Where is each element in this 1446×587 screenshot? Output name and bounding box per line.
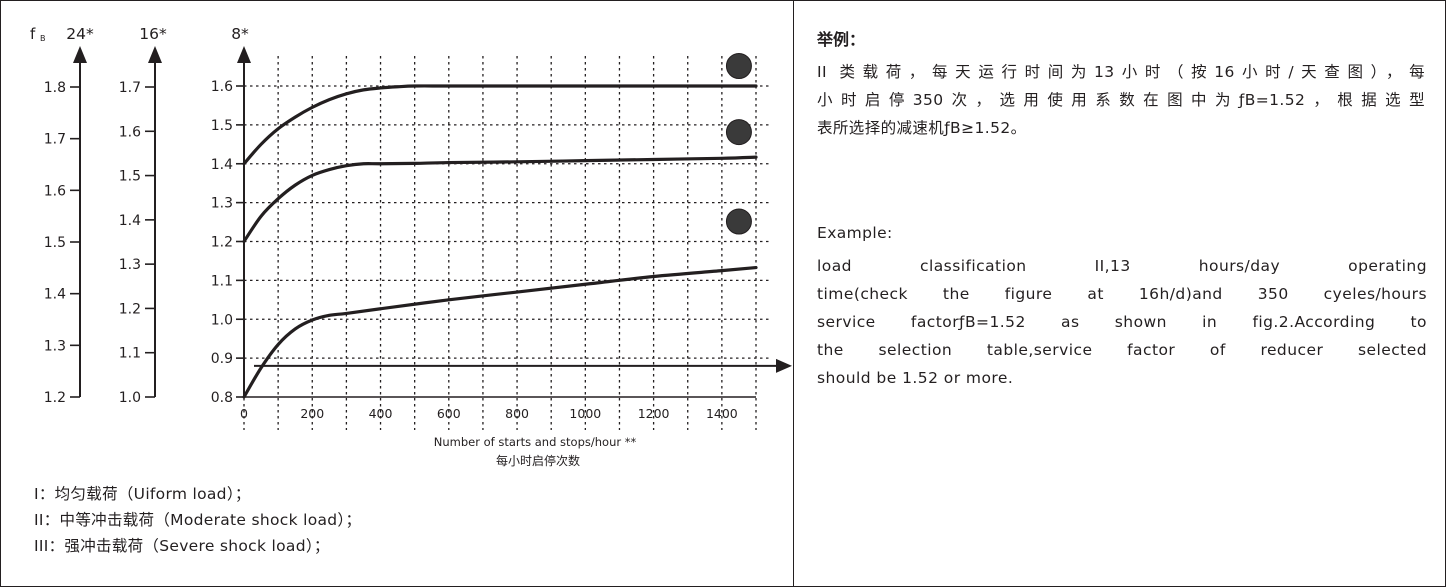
y-tick-label: 1.3 bbox=[119, 257, 141, 273]
y-tick-label: 1.4 bbox=[44, 287, 66, 303]
y-tick-label: 1.5 bbox=[211, 118, 233, 134]
service-factor-chart: f B 24* 1.2 1.3 1.4 1.5 1.6 1.7 1.8 16* 1.0 1.1 1.2 1.… bbox=[30, 25, 792, 468]
y-tick-label: 1.6 bbox=[211, 79, 233, 95]
reference-arrow-icon bbox=[776, 358, 792, 373]
y-axis-symbol-subscript: B bbox=[40, 34, 46, 43]
x-tick-label: 200 bbox=[300, 406, 324, 421]
x-axis-label-cn: 每小时启停次数 bbox=[496, 453, 580, 468]
panel-divider bbox=[793, 0, 794, 587]
load-legend: I：均匀载荷（Uiform load）； II：中等冲击载荷（Moderate … bbox=[34, 481, 361, 559]
y-tick-label: 1.3 bbox=[211, 196, 233, 212]
axis-header: 24* bbox=[66, 25, 94, 43]
series-line bbox=[242, 265, 758, 399]
example-en-text: load classification II,13 hours/day oper… bbox=[817, 252, 1427, 392]
x-tick-label: 800 bbox=[505, 406, 529, 421]
load-class-marker-icon bbox=[725, 119, 752, 146]
legend-item-uniform: I：均匀载荷（Uiform load）； bbox=[34, 485, 251, 503]
x-tick-label: 0 bbox=[240, 406, 248, 421]
y-tick-label: 0.8 bbox=[211, 390, 233, 406]
y-axis-symbol: f bbox=[30, 25, 36, 43]
y-tick-label: 1.6 bbox=[44, 183, 66, 199]
series-line bbox=[242, 84, 758, 166]
example-cn-text: II 类载荷，每天运行时间为13小时（按16小时/天查图），每 小时启停350次… bbox=[817, 58, 1425, 142]
axis-header: 16* bbox=[139, 25, 167, 43]
y-tick-label: 1.7 bbox=[119, 80, 141, 96]
markers bbox=[725, 53, 752, 235]
y-tick-label: 1.0 bbox=[211, 312, 233, 328]
axis-arrow-icon bbox=[237, 46, 251, 63]
x-tick-label: 1400 bbox=[706, 406, 738, 421]
example-en-line: should be 1.52 or more. bbox=[817, 369, 1014, 387]
y-tick-label: 1.8 bbox=[44, 80, 66, 96]
legend-item-moderate: II：中等冲击载荷（Moderate shock load）； bbox=[34, 511, 362, 529]
grid bbox=[243, 56, 770, 430]
example-en-title: Example: bbox=[817, 224, 893, 242]
example-en-line: service factorƒB=1.52 as shown in fig.2.… bbox=[817, 313, 1427, 331]
y-tick-label: 1.2 bbox=[119, 301, 141, 317]
y-tick-label: 1.3 bbox=[44, 338, 66, 354]
axis-header: 8* bbox=[231, 25, 249, 43]
legend-item-severe: III：强冲击载荷（Severe shock load）； bbox=[34, 537, 330, 555]
example-cn-line: II 类载荷，每天运行时间为13小时（按16小时/天查图），每 bbox=[817, 63, 1425, 81]
axes: f B 24* 1.2 1.3 1.4 1.5 1.6 1.7 1.8 16* 1.0 1.1 1.2 1.… bbox=[30, 25, 792, 421]
example-cn-title: 举例： bbox=[817, 30, 866, 49]
y-tick-label: 1.2 bbox=[211, 235, 233, 251]
x-tick-label: 1000 bbox=[569, 406, 601, 421]
example-en-line: the selection table,service factor of re… bbox=[817, 341, 1427, 359]
example-en-line: load classification II,13 hours/day oper… bbox=[817, 257, 1427, 275]
y-tick-label: 1.5 bbox=[44, 235, 66, 251]
y-tick-label: 0.9 bbox=[211, 351, 233, 367]
y-tick-label: 1.0 bbox=[119, 390, 141, 406]
example-cn-line: 小时启停350次，选用使用系数在图中为ƒB=1.52，根据选型 bbox=[817, 91, 1425, 109]
axis-arrow-icon bbox=[148, 46, 162, 63]
y-tick-label: 1.4 bbox=[211, 157, 233, 173]
load-class-marker-icon bbox=[725, 208, 752, 235]
example-en-line: time(check the figure at 16h/d)and 350 c… bbox=[817, 285, 1427, 303]
axis-arrow-icon bbox=[73, 46, 87, 63]
y-tick-label: 1.5 bbox=[119, 169, 141, 185]
example-cn-line: 表所选择的减速机ƒB≥1.52。 bbox=[817, 119, 1027, 137]
y-tick-label: 1.6 bbox=[119, 124, 141, 140]
series-line bbox=[242, 155, 758, 244]
load-class-marker-icon bbox=[725, 53, 752, 79]
x-axis-label-en: Number of starts and stops/hour ** bbox=[434, 435, 637, 449]
y-tick-label: 1.2 bbox=[44, 390, 66, 406]
y-tick-label: 1.7 bbox=[44, 132, 66, 148]
series bbox=[242, 84, 758, 399]
y-tick-label: 1.1 bbox=[119, 346, 141, 362]
x-tick-label: 400 bbox=[369, 406, 393, 421]
y-tick-label: 1.4 bbox=[119, 213, 141, 229]
y-tick-label: 1.1 bbox=[211, 273, 233, 289]
x-tick-label: 600 bbox=[437, 406, 461, 421]
x-tick-label: 1200 bbox=[638, 406, 670, 421]
